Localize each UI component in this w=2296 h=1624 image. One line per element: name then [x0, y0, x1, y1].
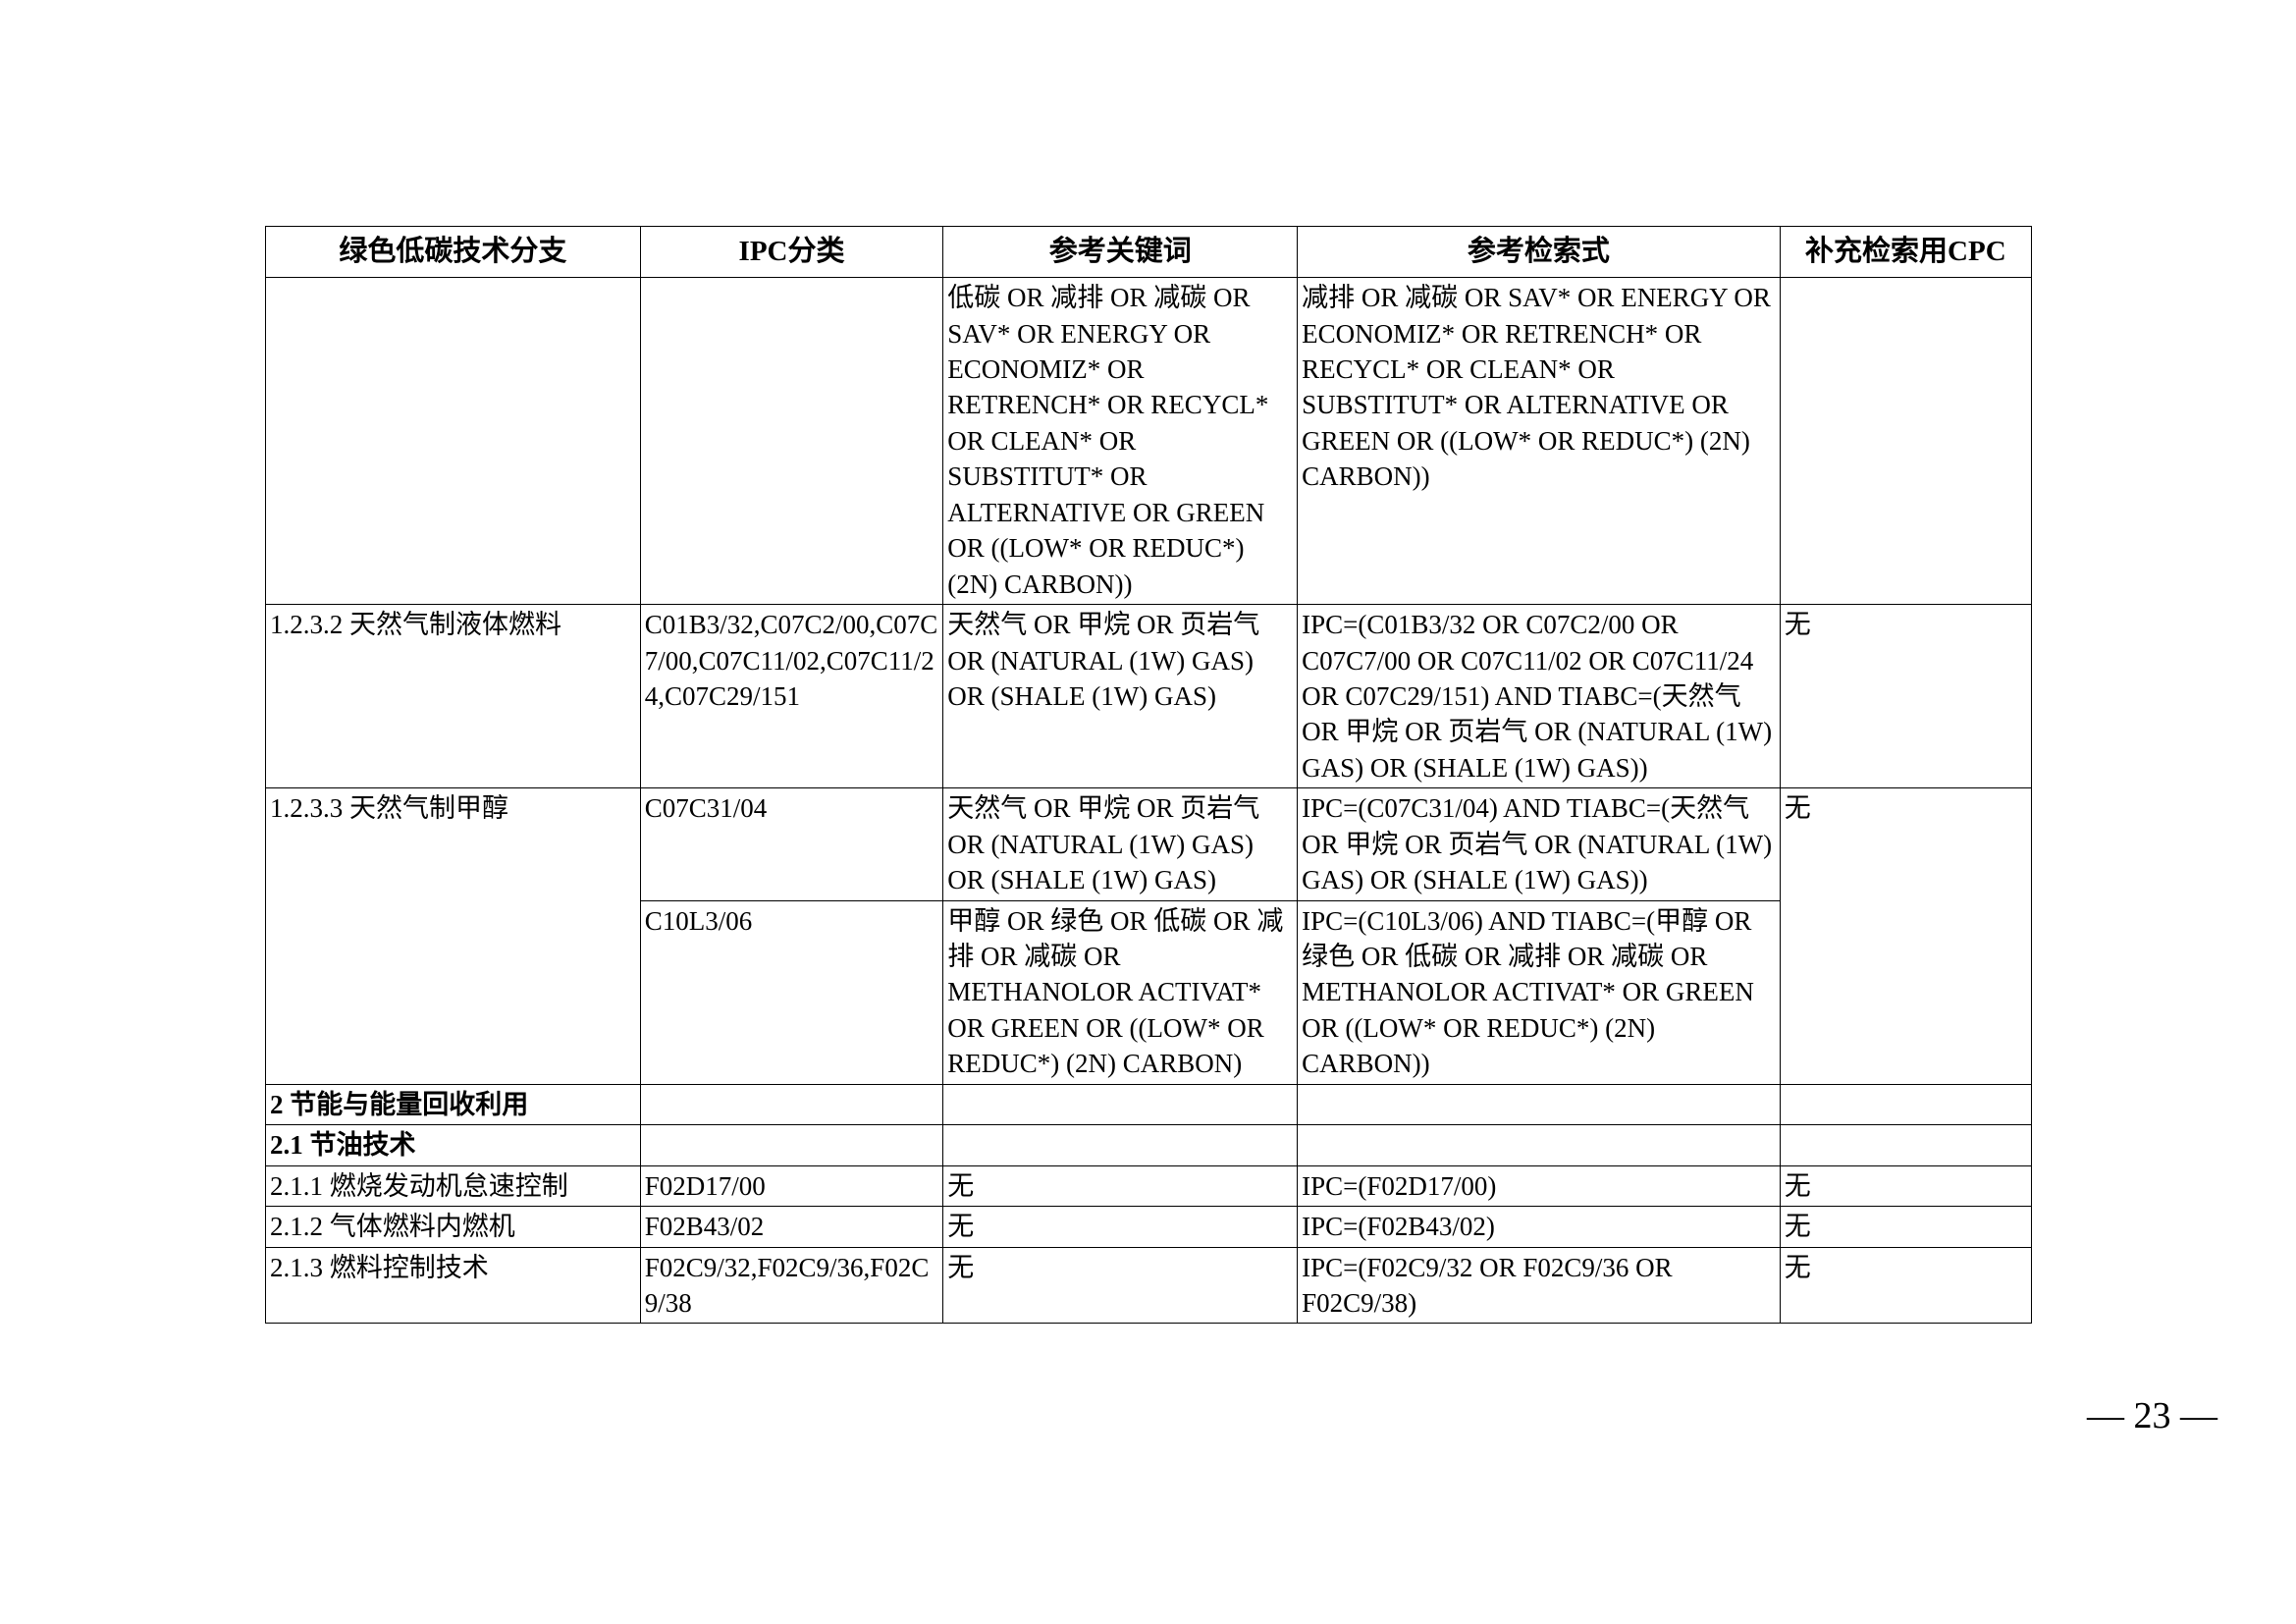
table-header-row: 绿色低碳技术分支 IPC分类 参考关键词 参考检索式 补充检索用CPC — [266, 227, 2032, 278]
cell-ipc: C07C31/04 — [640, 788, 943, 900]
page-container: 绿色低碳技术分支 IPC分类 参考关键词 参考检索式 补充检索用CPC 低碳 O… — [265, 226, 2032, 1324]
cell-ipc: F02B43/02 — [640, 1207, 943, 1247]
cell-branch: 1.2.3.2 天然气制液体燃料 — [266, 605, 641, 788]
cell-ipc: F02D17/00 — [640, 1165, 943, 1206]
cell-search: IPC=(C07C31/04) AND TIABC=(天然气 OR 甲烷 OR … — [1298, 788, 1781, 900]
cell-ipc: F02C9/32,F02C9/36,F02C9/38 — [640, 1247, 943, 1324]
cell-ipc — [640, 1084, 943, 1124]
cell-search: 减排 OR 减碳 OR SAV* OR ENERGY OR ECONOMIZ* … — [1298, 278, 1781, 605]
cell-cpc: 无 — [1780, 1165, 2031, 1206]
cell-branch — [266, 278, 641, 605]
table-body: 低碳 OR 减排 OR 减碳 OR SAV* OR ENERGY OR ECON… — [266, 278, 2032, 1324]
cell-branch: 2 节能与能量回收利用 — [266, 1084, 641, 1124]
cell-keywords: 无 — [943, 1207, 1298, 1247]
cell-cpc: 无 — [1780, 1247, 2031, 1324]
page-number: — 23 — — [2087, 1394, 2217, 1437]
cell-keywords: 无 — [943, 1165, 1298, 1206]
table-row: 低碳 OR 减排 OR 减碳 OR SAV* OR ENERGY OR ECON… — [266, 278, 2032, 605]
cell-ipc — [640, 1125, 943, 1165]
cell-keywords: 无 — [943, 1247, 1298, 1324]
col-header-keywords: 参考关键词 — [943, 227, 1298, 278]
cell-search: IPC=(F02D17/00) — [1298, 1165, 1781, 1206]
cell-search: IPC=(F02C9/32 OR F02C9/36 OR F02C9/38) — [1298, 1247, 1781, 1324]
cell-cpc: 无 — [1780, 605, 2031, 788]
cell-keywords: 甲醇 OR 绿色 OR 低碳 OR 减排 OR 减碳 OR METHANOLOR… — [943, 900, 1298, 1084]
cell-ipc: C01B3/32,C07C2/00,C07C7/00,C07C11/02,C07… — [640, 605, 943, 788]
cell-search — [1298, 1125, 1781, 1165]
cell-branch: 2.1.1 燃烧发动机怠速控制 — [266, 1165, 641, 1206]
table-row: 2.1.2 气体燃料内燃机 F02B43/02 无 IPC=(F02B43/02… — [266, 1207, 2032, 1247]
cell-ipc — [640, 278, 943, 605]
cell-search — [1298, 1084, 1781, 1124]
table-row: 1.2.3.2 天然气制液体燃料 C01B3/32,C07C2/00,C07C7… — [266, 605, 2032, 788]
cell-keywords: 低碳 OR 减排 OR 减碳 OR SAV* OR ENERGY OR ECON… — [943, 278, 1298, 605]
cell-cpc — [1780, 278, 2031, 605]
col-header-cpc: 补充检索用CPC — [1780, 227, 2031, 278]
cell-keywords: 天然气 OR 甲烷 OR 页岩气 OR (NATURAL (1W) GAS) O… — [943, 605, 1298, 788]
cell-keywords — [943, 1125, 1298, 1165]
cell-search: IPC=(C10L3/06) AND TIABC=(甲醇 OR 绿色 OR 低碳… — [1298, 900, 1781, 1084]
cell-cpc — [1780, 1125, 2031, 1165]
table-row: 2.1.1 燃烧发动机怠速控制 F02D17/00 无 IPC=(F02D17/… — [266, 1165, 2032, 1206]
cell-cpc: 无 — [1780, 1207, 2031, 1247]
cell-ipc: C10L3/06 — [640, 900, 943, 1084]
cell-cpc: 无 — [1780, 788, 2031, 1085]
table-row: 2.1 节油技术 — [266, 1125, 2032, 1165]
cell-search: IPC=(C01B3/32 OR C07C2/00 OR C07C7/00 OR… — [1298, 605, 1781, 788]
cell-cpc — [1780, 1084, 2031, 1124]
col-header-ipc: IPC分类 — [640, 227, 943, 278]
col-header-branch: 绿色低碳技术分支 — [266, 227, 641, 278]
table-row: 1.2.3.3 天然气制甲醇 C07C31/04 天然气 OR 甲烷 OR 页岩… — [266, 788, 2032, 900]
cell-branch: 2.1.2 气体燃料内燃机 — [266, 1207, 641, 1247]
cell-keywords: 天然气 OR 甲烷 OR 页岩气 OR (NATURAL (1W) GAS) O… — [943, 788, 1298, 900]
cell-branch: 1.2.3.3 天然气制甲醇 — [266, 788, 641, 1085]
col-header-search: 参考检索式 — [1298, 227, 1781, 278]
cell-branch: 2.1 节油技术 — [266, 1125, 641, 1165]
table-row: 2.1.3 燃料控制技术 F02C9/32,F02C9/36,F02C9/38 … — [266, 1247, 2032, 1324]
table-row: 2 节能与能量回收利用 — [266, 1084, 2032, 1124]
cell-keywords — [943, 1084, 1298, 1124]
classification-table: 绿色低碳技术分支 IPC分类 参考关键词 参考检索式 补充检索用CPC 低碳 O… — [265, 226, 2032, 1324]
cell-branch: 2.1.3 燃料控制技术 — [266, 1247, 641, 1324]
cell-search: IPC=(F02B43/02) — [1298, 1207, 1781, 1247]
